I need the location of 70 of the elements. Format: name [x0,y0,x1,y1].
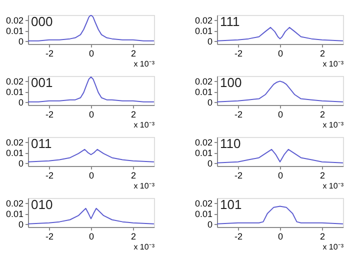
line-series [28,76,154,102]
x-axis-title: x 10⁻³ [322,242,344,252]
x-tick-label: 2 [130,48,136,58]
y-tick-label: 0 [207,219,212,230]
y-tick-label: 0.02 [194,76,212,87]
x-tick-label: 2 [130,110,136,120]
chart-title: 110 [220,136,241,151]
x-axis-title: x 10⁻³ [322,120,344,130]
x-tick-label: 2 [320,110,326,120]
x-tick-label: 2 [130,232,136,242]
x-tick-label: 2 [320,232,326,242]
chart-title: 010 [31,197,53,212]
y-tick-label: 0.02 [6,198,24,209]
y-tick-label: 0 [207,158,212,168]
x-tick-label: -2 [234,232,243,242]
line-series [217,26,343,42]
x-tick-label: 0 [88,110,94,120]
line-series [28,208,154,224]
y-tick-label: 0.02 [194,198,212,209]
x-tick-label: 0 [278,232,284,242]
y-tick-label: 0.01 [6,148,24,158]
x-tick-label: 0 [88,170,94,180]
x-axis-title: x 10⁻³ [134,242,155,252]
x-tick-label: -2 [234,48,243,58]
line-series [217,148,343,164]
y-tick-label: 0.01 [194,209,212,220]
line-series [28,15,154,42]
x-tick-label: -2 [45,110,54,120]
y-tick-label: 0.01 [6,209,24,220]
y-tick-label: 0.02 [6,76,24,87]
chart-title: 101 [220,197,242,212]
y-tick-label: 0 [207,36,212,46]
x-tick-label: 2 [130,170,136,180]
y-tick-label: 0.02 [194,16,212,26]
x-tick-label: -2 [45,232,54,242]
x-tick-label: 0 [278,48,284,58]
y-tick-label: 0 [18,158,24,168]
x-axis-title: x 10⁻³ [322,60,344,68]
x-tick-label: 0 [278,110,284,120]
y-tick-label: 0 [207,97,212,108]
x-tick-label: -2 [234,110,243,120]
y-tick-label: 0.01 [194,26,212,36]
y-tick-label: 0.01 [6,26,24,36]
y-tick-label: 0.01 [194,87,212,98]
x-tick-label: 0 [88,48,94,58]
x-tick-label: -2 [45,48,54,58]
x-axis-title: x 10⁻³ [134,182,155,190]
y-tick-label: 0 [18,219,24,230]
y-tick-label: 0 [18,36,24,46]
x-axis-title: x 10⁻³ [322,182,344,190]
y-tick-label: 0.01 [194,148,212,158]
y-tick-label: 0 [18,97,24,108]
chart-title: 001 [31,75,53,90]
y-tick-label: 0.01 [6,87,24,98]
x-tick-label: 0 [278,170,284,180]
x-tick-label: 2 [320,170,326,180]
y-tick-label: 0.02 [6,138,24,148]
x-axis-title: x 10⁻³ [134,60,155,68]
chart-title: 111 [220,14,240,29]
x-axis-title: x 10⁻³ [134,120,155,130]
x-tick-label: 0 [88,232,94,242]
chart-title: 000 [31,14,53,29]
chart-title: 100 [220,75,242,90]
x-tick-label: 2 [320,48,326,58]
chart-title: 011 [31,136,52,151]
line-series [28,148,154,162]
y-tick-label: 0.02 [6,16,24,26]
y-tick-label: 0.02 [194,138,212,148]
x-tick-label: -2 [234,170,243,180]
x-tick-label: -2 [45,170,54,180]
